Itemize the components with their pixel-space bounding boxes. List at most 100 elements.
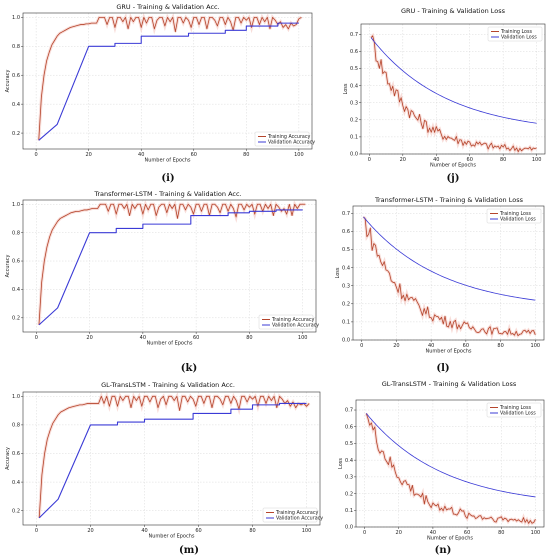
x-tick-label: 40 [430,530,436,536]
y-tick-label: 0.4 [12,480,20,486]
panel-label: (m) [179,545,199,556]
legend-label: Training Accuracy [267,134,311,140]
x-tick-label: 60 [463,343,469,349]
x-axis-label: Number of Epochs [149,534,195,540]
axes-frame [22,199,317,333]
series-group [37,392,311,519]
x-tick-label: 80 [243,152,249,158]
series-group [369,32,538,154]
y-tick-label: 0.4 [350,83,358,89]
plot-area [23,200,316,332]
x-tick-label: 60 [464,530,470,536]
y-tick-label: 0.3 [342,283,350,289]
x-tick-label: 60 [191,152,197,158]
legend-label: Training Loss [500,29,532,35]
x-tick-label: 0 [35,152,38,158]
y-tick-label: 0.3 [350,100,358,106]
y-tick-label: 0.5 [350,66,358,72]
x-tick-label: 80 [500,157,506,163]
x-axis-label: Number of Epochs [427,536,473,542]
chart-title: Transformer-LSTM - Training & Validation… [374,196,524,204]
legend-box [486,208,542,224]
x-tick-label: 60 [195,528,201,534]
plot-area [23,392,320,525]
y-tick-label: 0.0 [345,525,353,531]
x-tick-label: 20 [87,528,93,534]
axes-frame [355,399,545,528]
panel-k: 0 20 40 60 80 100 0.2 0.4 0.6 0.8 1.0 Transformer-L… [5,190,319,374]
series-line-val-acc [38,209,303,326]
series-group [37,200,306,326]
x-axis-label: Number of Epochs [145,158,191,164]
series-line-train-acc [38,16,302,141]
chart-title: GRU - Training & Validation Acc. [116,3,219,11]
x-axis-label: Number of Epochs [430,163,476,169]
x-tick-label: 80 [249,528,255,534]
y-tick-label: 0.8 [12,44,20,50]
series-line-val-loss [365,413,536,498]
x-tick-label: 0 [368,157,371,163]
y-tick-label: 0.5 [345,441,353,447]
y-tick-label: 0.4 [342,265,350,271]
y-tick-label: 0.6 [12,259,20,265]
x-tick-label: 0 [363,530,366,536]
x-tick-label: 40 [138,152,144,158]
panel-label: (i) [161,173,174,184]
legend-label: Validation Loss [500,217,536,223]
y-tick-label: 1.0 [12,202,20,208]
x-tick-label: 40 [140,335,146,341]
x-tick-label: 60 [193,335,199,341]
panel-l: 0 20 40 60 80 100 0.0 0.1 0.2 0.3 0.4 0.5 0.6 0.7 Tran… [335,196,545,374]
y-tick-label: 0.6 [342,229,350,235]
legend-box [258,314,314,330]
y-axis-label: Loss [335,267,341,278]
axes-frame [22,391,321,526]
x-tick-label: 0 [35,335,38,341]
y-tick-label: 0.7 [345,408,353,414]
legend-label: Training Accuracy [271,317,315,323]
series-line-val-loss [370,37,537,124]
y-tick-label: 0.2 [12,316,20,322]
panel-n: 0 20 40 60 80 100 0.0 0.1 0.2 0.3 0.4 0.5 0.6 0.7 GL-T… [338,380,545,556]
panel-i: 0 20 40 60 80 100 0.2 0.4 0.6 0.8 1.0 GRU - Trainin… [5,3,315,184]
series-line-train-acc [38,203,306,325]
x-tick-label: 80 [498,530,504,536]
axes-frame [352,205,545,341]
legend-box [486,402,542,418]
x-tick-label: 0 [360,343,363,349]
series-line-train-loss [363,216,536,337]
y-tick-label: 1.0 [12,15,20,21]
axes-frame [22,12,313,150]
x-tick-label: 100 [294,152,304,158]
plot-area [353,206,544,340]
y-tick-label: 0.1 [342,320,350,326]
x-tick-label: 20 [400,157,406,163]
x-tick-label: 80 [497,343,503,349]
series-group [364,412,537,527]
y-tick-label: 0.2 [345,491,353,497]
legend-label: Validation Accuracy [268,140,315,146]
y-tick-label: 0.0 [350,152,358,158]
legend-label: Validation Loss [500,411,536,417]
panel-label: (l) [436,363,449,374]
y-axis-label: Loss [343,83,349,94]
y-tick-label: 0.1 [345,508,353,514]
series-line-val-acc [38,402,307,519]
y-tick-label: 0.8 [12,423,20,429]
y-tick-label: 0.2 [342,301,350,307]
y-tick-label: 0.6 [12,73,20,79]
y-axis-label: Accuracy [5,255,11,278]
series-line-train-loss [370,35,537,153]
series-line-val-acc [38,22,299,141]
y-tick-label: 0.0 [342,338,350,344]
panel-m: 0 20 40 60 80 100 0.2 0.4 0.6 0.8 1.0 GL-TransLSTM … [5,381,323,556]
legend-box [487,26,543,42]
x-tick-label: 20 [85,152,91,158]
legend-box [254,131,310,147]
y-axis-label: Accuracy [5,70,11,93]
series-line-train-acc [38,395,310,518]
